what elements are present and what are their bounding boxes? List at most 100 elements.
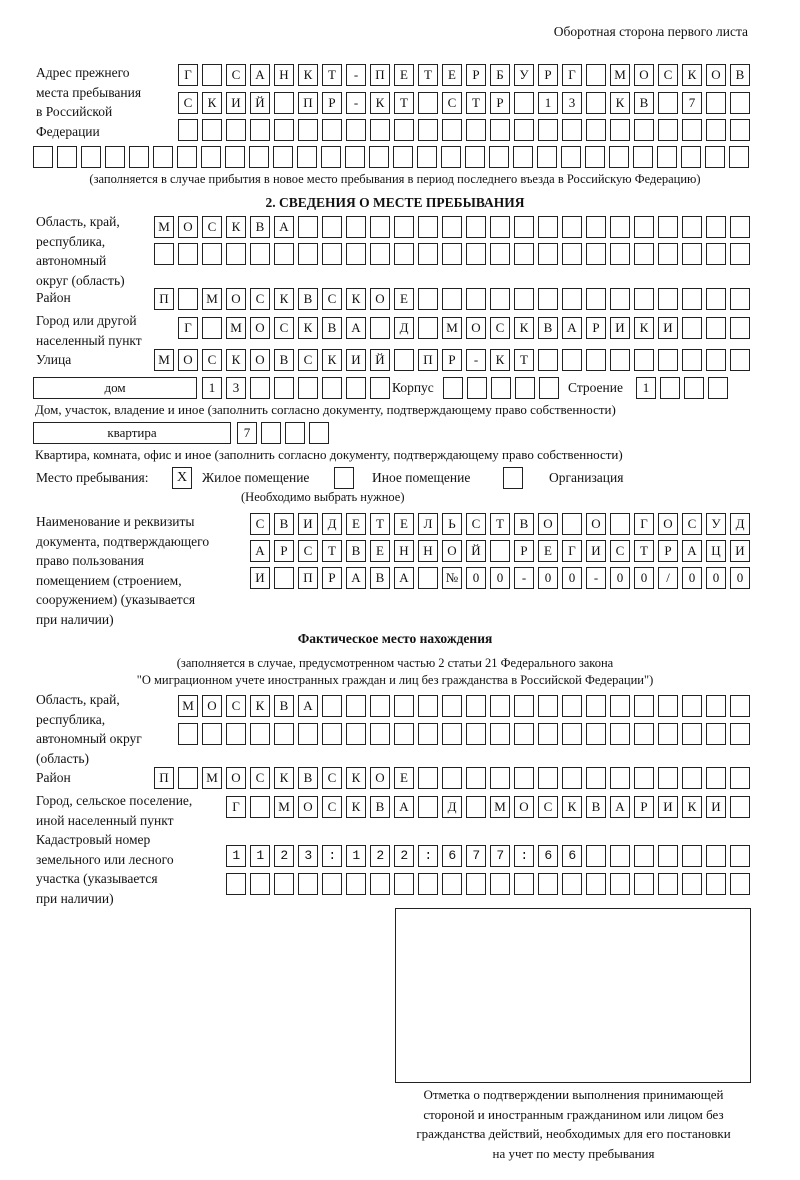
char-cell[interactable] (681, 146, 701, 168)
char-cell[interactable]: 1 (202, 377, 222, 399)
char-cell[interactable]: № (442, 567, 462, 589)
char-cell[interactable]: К (298, 64, 318, 86)
char-cell[interactable]: Р (442, 349, 462, 371)
char-cell[interactable] (585, 146, 605, 168)
char-cell[interactable]: К (322, 349, 342, 371)
char-cell[interactable] (153, 146, 173, 168)
char-cell[interactable] (226, 873, 246, 895)
char-cell[interactable]: А (250, 64, 270, 86)
char-cell[interactable] (490, 119, 510, 141)
char-cell[interactable] (610, 288, 630, 310)
char-cell[interactable] (562, 723, 582, 745)
char-cell[interactable] (178, 767, 198, 789)
char-cell[interactable] (201, 146, 221, 168)
char-cell[interactable]: И (706, 796, 726, 818)
char-cell[interactable] (730, 796, 750, 818)
char-cell[interactable]: Р (586, 317, 606, 339)
char-cell[interactable] (261, 422, 281, 444)
char-cell[interactable] (442, 723, 462, 745)
char-cell[interactable]: К (370, 92, 390, 114)
char-cell[interactable]: Р (634, 796, 654, 818)
char-cell[interactable]: - (586, 567, 606, 589)
char-cell[interactable]: С (250, 513, 270, 535)
char-cell[interactable] (514, 767, 534, 789)
char-cell[interactable] (346, 695, 366, 717)
char-cell[interactable] (562, 216, 582, 238)
char-cell[interactable]: С (298, 540, 318, 562)
char-cell[interactable] (514, 873, 534, 895)
char-cell[interactable]: Н (418, 540, 438, 562)
char-cell[interactable]: И (346, 349, 366, 371)
char-cell[interactable] (514, 845, 534, 867)
char-cell[interactable]: С (298, 349, 318, 371)
char-cell[interactable] (658, 288, 678, 310)
char-cell[interactable]: В (514, 513, 534, 535)
char-cell[interactable] (274, 873, 294, 895)
char-cell[interactable]: К (346, 796, 366, 818)
char-cell[interactable] (105, 146, 125, 168)
char-cell[interactable]: Г (226, 796, 246, 818)
char-cell[interactable] (394, 349, 414, 371)
char-cell[interactable] (226, 119, 246, 141)
char-cell[interactable] (586, 873, 606, 895)
char-cell[interactable]: О (226, 288, 246, 310)
char-cell[interactable] (467, 377, 487, 399)
char-cell[interactable] (562, 845, 582, 867)
char-cell[interactable] (81, 146, 101, 168)
char-cell[interactable] (202, 317, 222, 339)
char-cell[interactable]: С (250, 288, 270, 310)
char-cell[interactable]: Ц (706, 540, 726, 562)
char-cell[interactable] (490, 288, 510, 310)
char-cell[interactable] (442, 216, 462, 238)
char-cell[interactable] (490, 540, 510, 562)
char-cell[interactable] (250, 119, 270, 141)
char-cell[interactable] (418, 873, 438, 895)
char-cell[interactable] (394, 723, 414, 745)
char-cell[interactable]: 1 (636, 377, 656, 399)
char-cell[interactable]: 0 (490, 567, 510, 589)
char-cell[interactable]: К (226, 349, 246, 371)
char-cell[interactable]: Р (538, 64, 558, 86)
char-cell[interactable] (660, 377, 680, 399)
char-cell[interactable]: А (610, 796, 630, 818)
char-cell[interactable] (538, 119, 558, 141)
char-cell[interactable]: 0 (682, 567, 702, 589)
char-cell[interactable]: В (586, 796, 606, 818)
char-cell[interactable] (33, 146, 53, 168)
apartment-type-box[interactable]: квартира (33, 422, 231, 444)
char-cell[interactable] (491, 377, 511, 399)
char-cell[interactable]: А (682, 540, 702, 562)
char-cell[interactable] (298, 119, 318, 141)
char-cell[interactable]: Г (178, 317, 198, 339)
char-cell[interactable] (610, 349, 630, 371)
char-cell[interactable] (682, 216, 702, 238)
char-cell[interactable] (465, 146, 485, 168)
char-cell[interactable] (586, 288, 606, 310)
char-cell[interactable]: Т (370, 513, 390, 535)
char-cell[interactable]: С (466, 513, 486, 535)
char-cell[interactable]: О (370, 767, 390, 789)
char-cell[interactable] (418, 119, 438, 141)
char-cell[interactable]: Й (370, 349, 390, 371)
char-cell[interactable] (250, 845, 270, 867)
char-cell[interactable] (706, 873, 726, 895)
char-cell[interactable] (346, 243, 366, 265)
char-cell[interactable]: Е (394, 64, 414, 86)
char-cell[interactable] (562, 767, 582, 789)
char-cell[interactable]: О (178, 349, 198, 371)
char-cell[interactable]: И (250, 567, 270, 589)
char-cell[interactable]: В (298, 767, 318, 789)
char-cell[interactable]: В (274, 349, 294, 371)
char-cell[interactable]: К (346, 767, 366, 789)
char-cell[interactable]: Д (394, 317, 414, 339)
char-cell[interactable]: Р (274, 540, 294, 562)
char-cell[interactable] (562, 873, 582, 895)
place-option-other-checkbox[interactable] (334, 467, 354, 489)
char-cell[interactable] (154, 243, 174, 265)
char-cell[interactable] (610, 216, 630, 238)
char-cell[interactable] (370, 317, 390, 339)
char-cell[interactable] (634, 695, 654, 717)
char-cell[interactable]: 0 (706, 567, 726, 589)
char-cell[interactable]: А (394, 796, 414, 818)
char-cell[interactable] (250, 243, 270, 265)
